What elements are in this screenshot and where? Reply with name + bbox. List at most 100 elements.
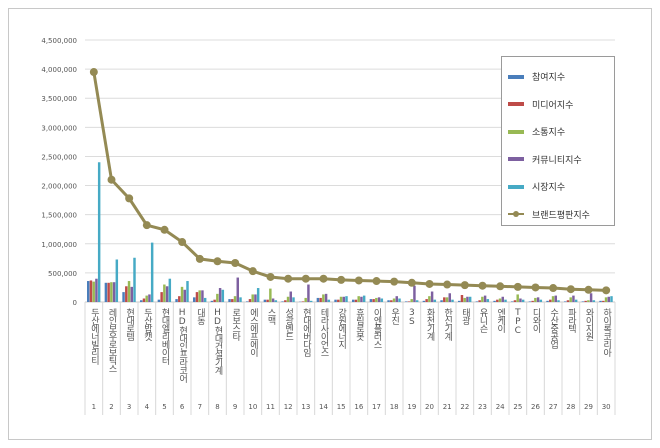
bar-미디어지수: [460, 295, 464, 302]
legend-label: 소통지수: [532, 128, 566, 139]
brand-index-point: [160, 225, 169, 234]
bar-미디어지수: [513, 300, 517, 302]
rank-label: 13: [301, 403, 310, 411]
legend-swatch: [508, 184, 524, 189]
bar-참여지수: [352, 299, 355, 302]
brand-index-point: [513, 282, 522, 291]
category-label: 두산밥캣: [142, 308, 152, 342]
bar-소통지수: [445, 297, 449, 302]
bar-미디어지수: [566, 300, 570, 302]
bar-소통지수: [180, 286, 184, 302]
bar-소통지수: [551, 296, 555, 302]
bar-커뮤니티지수: [271, 298, 275, 302]
brand-index-point: [478, 281, 487, 290]
bar-커뮤니티지수: [148, 294, 151, 302]
brand-index-point: [602, 286, 611, 295]
bar-참여지수: [87, 281, 90, 302]
bar-미디어지수: [584, 300, 587, 302]
bar-소통지수: [569, 297, 572, 302]
category-label: 대동: [195, 308, 205, 325]
bar-미디어지수: [107, 282, 110, 302]
rank-label: 15: [337, 403, 346, 411]
bar-미디어지수: [178, 296, 181, 302]
bar-커뮤니티지수: [360, 296, 363, 302]
legend-swatch: [508, 74, 524, 79]
rank-label: 4: [145, 403, 150, 411]
bar-참여지수: [511, 301, 514, 302]
bar-미디어지수: [301, 301, 305, 302]
bar-미디어지수: [478, 300, 481, 302]
bar-시장지수: [362, 295, 366, 302]
bar-커뮤니티지수: [236, 277, 239, 302]
brand-index-point: [443, 280, 452, 289]
bar-참여지수: [546, 300, 549, 302]
y-tick-label: 1,500,000: [41, 212, 77, 220]
bar-시장지수: [186, 281, 189, 302]
bar-커뮤니티지수: [377, 297, 381, 302]
brand-index-point: [89, 68, 98, 77]
bar-참여지수: [228, 299, 231, 302]
bar-소통지수: [392, 298, 396, 302]
y-tick-label: 1,000,000: [41, 241, 77, 249]
bar-참여지수: [246, 301, 249, 302]
bar-소통지수: [233, 296, 237, 302]
rank-label: 25: [513, 403, 522, 411]
brand-index-point: [549, 284, 558, 293]
legend-item: 소통지수: [508, 118, 614, 146]
legend-swatch: [508, 102, 524, 107]
bar-미디어지수: [89, 280, 93, 302]
brand-index-point: [142, 221, 151, 230]
bar-시장지수: [345, 296, 348, 302]
rank-label: 30: [602, 403, 611, 411]
bar-미디어지수: [372, 299, 375, 302]
bar-시장지수: [133, 257, 136, 302]
brand-index-point: [354, 276, 363, 285]
rank-label: 22: [460, 403, 469, 411]
bar-시장지수: [610, 296, 613, 302]
bar-미디어지수: [531, 300, 534, 302]
rank-label: 11: [266, 403, 275, 411]
category-label: 현대엘리베이터: [160, 308, 170, 366]
brand-index-point: [284, 274, 293, 283]
bar-소통지수: [534, 297, 537, 302]
bar-시장지수: [486, 299, 490, 302]
legend-item: 커뮤니티지수: [508, 146, 614, 174]
legend-swatch: [508, 129, 524, 134]
bar-커뮤니티지수: [165, 286, 169, 302]
rank-label: 7: [198, 403, 202, 411]
legend-label: 미디어지수: [532, 100, 574, 111]
brand-index-point: [301, 274, 310, 283]
bar-시장지수: [468, 296, 472, 302]
brand-index-point: [125, 194, 134, 203]
legend-item: 미디어지수: [508, 91, 614, 119]
bar-커뮤니티지수: [218, 288, 222, 302]
brand-index-point: [213, 257, 222, 266]
legend-label: 시장지수: [532, 183, 566, 194]
bar-시장지수: [504, 299, 507, 302]
bar-소통지수: [339, 296, 343, 302]
rank-label: 28: [566, 403, 575, 411]
bar-커뮤니티지수: [289, 291, 292, 302]
bar-참여지수: [475, 301, 479, 302]
bar-소통지수: [463, 297, 466, 302]
bar-커뮤니티지수: [483, 295, 487, 302]
category-label: 로보스타: [230, 308, 240, 342]
brand-index-point: [372, 277, 381, 286]
bar-참여지수: [175, 299, 178, 302]
bar-소통지수: [357, 296, 360, 302]
bar-소통지수: [304, 297, 307, 302]
bar-참여지수: [193, 297, 196, 302]
bar-미디어지수: [195, 292, 199, 302]
bar-커뮤니티지수: [395, 296, 398, 302]
bar-참여지수: [528, 301, 532, 302]
bar-미디어지수: [337, 299, 340, 302]
y-tick-label: 4,000,000: [41, 66, 77, 74]
bar-커뮤니티지수: [572, 295, 575, 302]
bar-참여지수: [422, 300, 426, 302]
y-tick-label: 500,000: [48, 270, 77, 278]
bar-시장지수: [292, 297, 295, 302]
bar-소통지수: [269, 288, 272, 302]
bar-시장지수: [97, 162, 101, 302]
category-label: 강원에너지: [336, 308, 346, 350]
bar-커뮤니티지수: [536, 297, 540, 302]
